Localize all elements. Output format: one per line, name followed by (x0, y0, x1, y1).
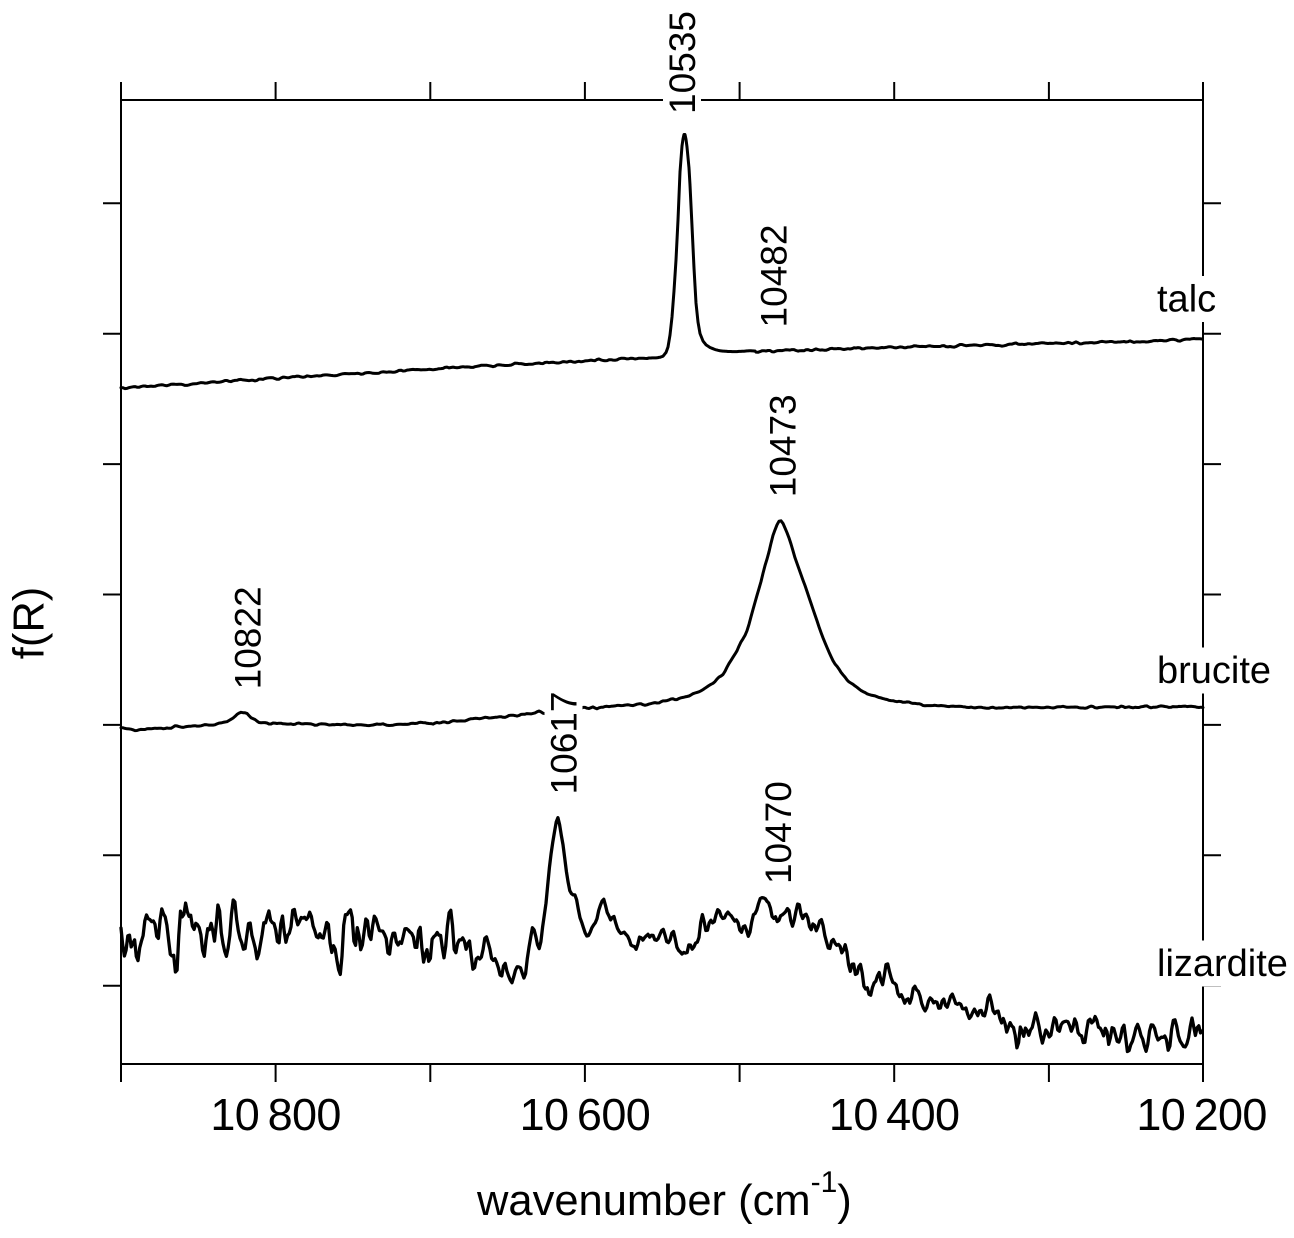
svg-text:10 600: 10 600 (520, 1089, 651, 1140)
svg-text:brucite: brucite (1157, 650, 1271, 692)
svg-text:10482: 10482 (754, 225, 795, 328)
svg-text:10 200: 10 200 (1136, 1089, 1267, 1140)
svg-text:lizardite: lizardite (1157, 943, 1288, 985)
svg-text:10535: 10535 (662, 11, 703, 114)
svg-text:talc: talc (1157, 279, 1216, 321)
svg-text:10822: 10822 (228, 586, 269, 689)
svg-text:10470: 10470 (758, 781, 799, 884)
svg-text:f(R): f(R) (6, 587, 54, 659)
svg-text:10473: 10473 (763, 394, 804, 497)
svg-text:10 400: 10 400 (829, 1089, 960, 1140)
svg-text:10 800: 10 800 (210, 1089, 341, 1140)
svg-text:10617: 10617 (544, 692, 585, 795)
